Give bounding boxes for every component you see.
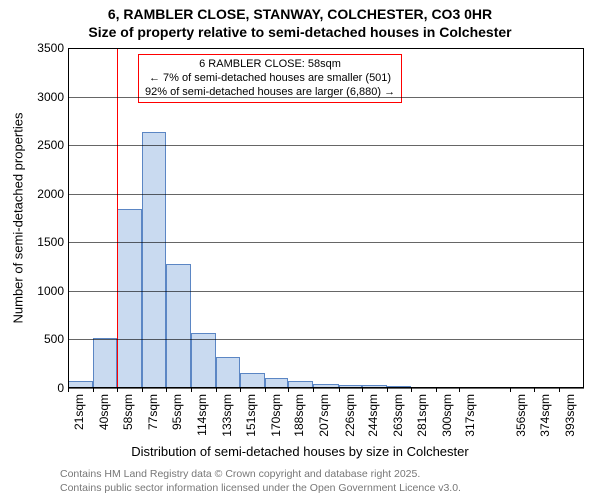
x-tick-mark [534,388,535,392]
x-tick-label: 40sqm [97,394,111,430]
annotation-line1: 6 RAMBLER CLOSE: 58sqm [145,58,395,72]
x-tick-label: 21sqm [72,394,86,430]
x-tick-mark [387,388,388,392]
axis-line [68,48,69,388]
x-tick-label: 170sqm [269,394,283,437]
x-tick-label: 133sqm [220,394,234,437]
footnote-line2: Contains public sector information licen… [60,482,461,496]
histogram-bar [166,264,191,388]
footnote-line1: Contains HM Land Registry data © Crown c… [60,468,461,482]
x-tick-mark [93,388,94,392]
annotation-line3: 92% of semi-detached houses are larger (… [145,86,395,100]
x-tick-label: 393sqm [563,394,577,437]
x-axis-label: Distribution of semi-detached houses by … [0,444,600,459]
y-tick-label: 3500 [0,41,64,55]
x-tick-mark [142,388,143,392]
footnote: Contains HM Land Registry data © Crown c… [60,468,461,495]
x-tick-mark [191,388,192,392]
chart-title-line2: Size of property relative to semi-detach… [0,24,600,40]
x-tick-mark [559,388,560,392]
x-tick-label: 226sqm [343,394,357,437]
histogram-bar [117,209,142,388]
x-tick-label: 374sqm [538,394,552,437]
x-tick-mark [240,388,241,392]
x-tick-label: 244sqm [366,394,380,437]
x-tick-mark [216,388,217,392]
property-size-chart: 6, RAMBLER CLOSE, STANWAY, COLCHESTER, C… [0,0,600,500]
x-tick-label: 188sqm [292,394,306,437]
x-tick-mark [459,388,460,392]
x-tick-mark [313,388,314,392]
chart-title-line1: 6, RAMBLER CLOSE, STANWAY, COLCHESTER, C… [0,6,600,22]
x-tick-label: 77sqm [146,394,160,430]
y-axis-label: Number of semi-detached properties [11,113,26,324]
x-tick-label: 58sqm [121,394,135,430]
x-tick-mark [68,388,69,392]
x-tick-mark [117,388,118,392]
x-tick-label: 263sqm [391,394,405,437]
histogram-bar [142,132,166,388]
histogram-bar [216,357,240,388]
x-tick-mark [411,388,412,392]
histogram-bar [240,373,265,388]
reference-line [117,48,119,388]
x-tick-mark [265,388,266,392]
x-tick-mark [288,388,289,392]
x-tick-mark [339,388,340,392]
x-tick-label: 207sqm [317,394,331,437]
x-tick-label: 114sqm [195,394,209,436]
histogram-bar [93,338,117,388]
histogram-bar [191,333,216,388]
x-tick-label: 151sqm [244,394,258,437]
x-tick-label: 356sqm [514,394,528,437]
x-tick-mark [436,388,437,392]
x-tick-mark [166,388,167,392]
x-tick-label: 281sqm [415,394,429,437]
x-tick-label: 317sqm [463,394,477,437]
x-tick-mark [362,388,363,392]
y-tick-label: 3000 [0,90,64,104]
x-tick-mark [510,388,511,392]
axis-line [583,48,584,388]
y-tick-label: 0 [0,381,64,395]
x-tick-label: 300sqm [440,394,454,437]
plot-area: 6 RAMBLER CLOSE: 58sqm← 7% of semi-detac… [68,48,584,388]
y-tick-label: 500 [0,332,64,346]
x-tick-label: 95sqm [170,394,184,430]
annotation-line2: ← 7% of semi-detached houses are smaller… [145,72,395,86]
